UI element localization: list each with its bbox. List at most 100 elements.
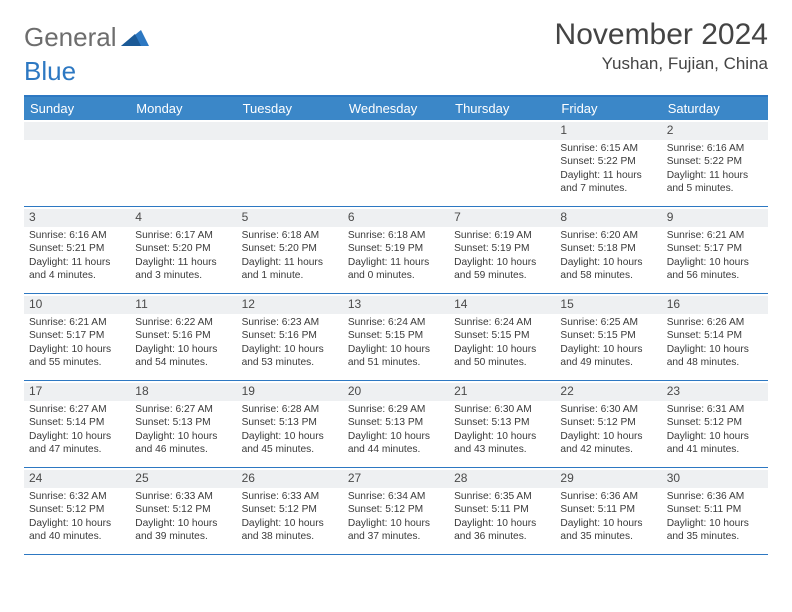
daylight-text: and 49 minutes. <box>560 356 656 369</box>
day-cell: 16Sunrise: 6:26 AMSunset: 5:14 PMDayligh… <box>662 294 768 380</box>
daylight-text: Daylight: 10 hours <box>348 517 444 530</box>
day-cell: 3Sunrise: 6:16 AMSunset: 5:21 PMDaylight… <box>24 207 130 293</box>
daylight-text: Daylight: 10 hours <box>560 517 656 530</box>
daylight-text: Daylight: 10 hours <box>560 256 656 269</box>
day-number: 24 <box>24 470 130 488</box>
daylight-text: Daylight: 10 hours <box>242 430 338 443</box>
sunset-text: Sunset: 5:22 PM <box>560 155 656 168</box>
daylight-text: and 56 minutes. <box>667 269 763 282</box>
sunset-text: Sunset: 5:12 PM <box>242 503 338 516</box>
sunrise-text: Sunrise: 6:31 AM <box>667 403 763 416</box>
day-cell: 2Sunrise: 6:16 AMSunset: 5:22 PMDaylight… <box>662 120 768 206</box>
day-number: 8 <box>555 209 661 227</box>
day-number: 27 <box>343 470 449 488</box>
location-label: Yushan, Fujian, China <box>555 54 768 74</box>
daylight-text: Daylight: 10 hours <box>667 256 763 269</box>
daylight-text: Daylight: 10 hours <box>29 430 125 443</box>
day-cell: 19Sunrise: 6:28 AMSunset: 5:13 PMDayligh… <box>237 381 343 467</box>
sunset-text: Sunset: 5:16 PM <box>242 329 338 342</box>
daylight-text: and 3 minutes. <box>135 269 231 282</box>
day-number: 14 <box>449 296 555 314</box>
sunrise-text: Sunrise: 6:34 AM <box>348 490 444 503</box>
sunrise-text: Sunrise: 6:22 AM <box>135 316 231 329</box>
sunrise-text: Sunrise: 6:27 AM <box>135 403 231 416</box>
day-number: 25 <box>130 470 236 488</box>
sunset-text: Sunset: 5:12 PM <box>348 503 444 516</box>
daylight-text: Daylight: 10 hours <box>242 343 338 356</box>
daylight-text: Daylight: 10 hours <box>560 343 656 356</box>
daylight-text: Daylight: 10 hours <box>454 517 550 530</box>
week-row: 1Sunrise: 6:15 AMSunset: 5:22 PMDaylight… <box>24 120 768 207</box>
weekday-header: Friday <box>555 97 661 120</box>
sunset-text: Sunset: 5:12 PM <box>29 503 125 516</box>
week-row: 3Sunrise: 6:16 AMSunset: 5:21 PMDaylight… <box>24 207 768 294</box>
day-cell: 26Sunrise: 6:33 AMSunset: 5:12 PMDayligh… <box>237 468 343 554</box>
sunset-text: Sunset: 5:12 PM <box>560 416 656 429</box>
daylight-text: and 43 minutes. <box>454 443 550 456</box>
daylight-text: and 42 minutes. <box>560 443 656 456</box>
sunrise-text: Sunrise: 6:21 AM <box>29 316 125 329</box>
day-number: 3 <box>24 209 130 227</box>
day-number: 11 <box>130 296 236 314</box>
weekday-header: Thursday <box>449 97 555 120</box>
day-cell: 8Sunrise: 6:20 AMSunset: 5:18 PMDaylight… <box>555 207 661 293</box>
day-number <box>343 122 449 140</box>
daylight-text: and 50 minutes. <box>454 356 550 369</box>
day-cell: 20Sunrise: 6:29 AMSunset: 5:13 PMDayligh… <box>343 381 449 467</box>
week-row: 10Sunrise: 6:21 AMSunset: 5:17 PMDayligh… <box>24 294 768 381</box>
day-cell: 1Sunrise: 6:15 AMSunset: 5:22 PMDaylight… <box>555 120 661 206</box>
day-number: 10 <box>24 296 130 314</box>
weekday-header: Tuesday <box>237 97 343 120</box>
day-number: 18 <box>130 383 236 401</box>
daylight-text: Daylight: 11 hours <box>667 169 763 182</box>
day-cell: 12Sunrise: 6:23 AMSunset: 5:16 PMDayligh… <box>237 294 343 380</box>
daylight-text: and 53 minutes. <box>242 356 338 369</box>
brand-word2: Blue <box>24 56 76 86</box>
sunset-text: Sunset: 5:11 PM <box>454 503 550 516</box>
day-number <box>130 122 236 140</box>
sunset-text: Sunset: 5:14 PM <box>667 329 763 342</box>
daylight-text: and 48 minutes. <box>667 356 763 369</box>
daylight-text: and 36 minutes. <box>454 530 550 543</box>
day-number: 23 <box>662 383 768 401</box>
daylight-text: Daylight: 10 hours <box>135 343 231 356</box>
sunrise-text: Sunrise: 6:26 AM <box>667 316 763 329</box>
empty-cell <box>24 120 130 206</box>
sunset-text: Sunset: 5:17 PM <box>667 242 763 255</box>
sunset-text: Sunset: 5:13 PM <box>135 416 231 429</box>
sunrise-text: Sunrise: 6:30 AM <box>560 403 656 416</box>
sunset-text: Sunset: 5:20 PM <box>242 242 338 255</box>
day-number: 29 <box>555 470 661 488</box>
day-cell: 14Sunrise: 6:24 AMSunset: 5:15 PMDayligh… <box>449 294 555 380</box>
daylight-text: Daylight: 10 hours <box>454 430 550 443</box>
day-number: 15 <box>555 296 661 314</box>
daylight-text: Daylight: 10 hours <box>454 256 550 269</box>
day-number: 16 <box>662 296 768 314</box>
day-cell: 9Sunrise: 6:21 AMSunset: 5:17 PMDaylight… <box>662 207 768 293</box>
daylight-text: Daylight: 11 hours <box>560 169 656 182</box>
sunset-text: Sunset: 5:11 PM <box>560 503 656 516</box>
sunset-text: Sunset: 5:18 PM <box>560 242 656 255</box>
day-number <box>449 122 555 140</box>
day-cell: 29Sunrise: 6:36 AMSunset: 5:11 PMDayligh… <box>555 468 661 554</box>
day-number <box>237 122 343 140</box>
month-title: November 2024 <box>555 18 768 52</box>
day-cell: 28Sunrise: 6:35 AMSunset: 5:11 PMDayligh… <box>449 468 555 554</box>
sunrise-text: Sunrise: 6:18 AM <box>348 229 444 242</box>
sunset-text: Sunset: 5:12 PM <box>135 503 231 516</box>
sunrise-text: Sunrise: 6:23 AM <box>242 316 338 329</box>
sunrise-text: Sunrise: 6:15 AM <box>560 142 656 155</box>
week-row: 24Sunrise: 6:32 AMSunset: 5:12 PMDayligh… <box>24 468 768 555</box>
day-cell: 27 Sunrise: 6:34 AMSunset: 5:12 PMDayligh… <box>343 468 449 554</box>
daylight-text: and 40 minutes. <box>29 530 125 543</box>
empty-cell <box>130 120 236 206</box>
daylight-text: and 1 minute. <box>242 269 338 282</box>
daylight-text: Daylight: 10 hours <box>560 430 656 443</box>
day-number <box>24 122 130 140</box>
daylight-text: Daylight: 10 hours <box>135 430 231 443</box>
day-number: 28 <box>449 470 555 488</box>
day-cell: 10Sunrise: 6:21 AMSunset: 5:17 PMDayligh… <box>24 294 130 380</box>
week-row: 17Sunrise: 6:27 AMSunset: 5:14 PMDayligh… <box>24 381 768 468</box>
day-cell: 17Sunrise: 6:27 AMSunset: 5:14 PMDayligh… <box>24 381 130 467</box>
sunrise-text: Sunrise: 6:24 AM <box>348 316 444 329</box>
